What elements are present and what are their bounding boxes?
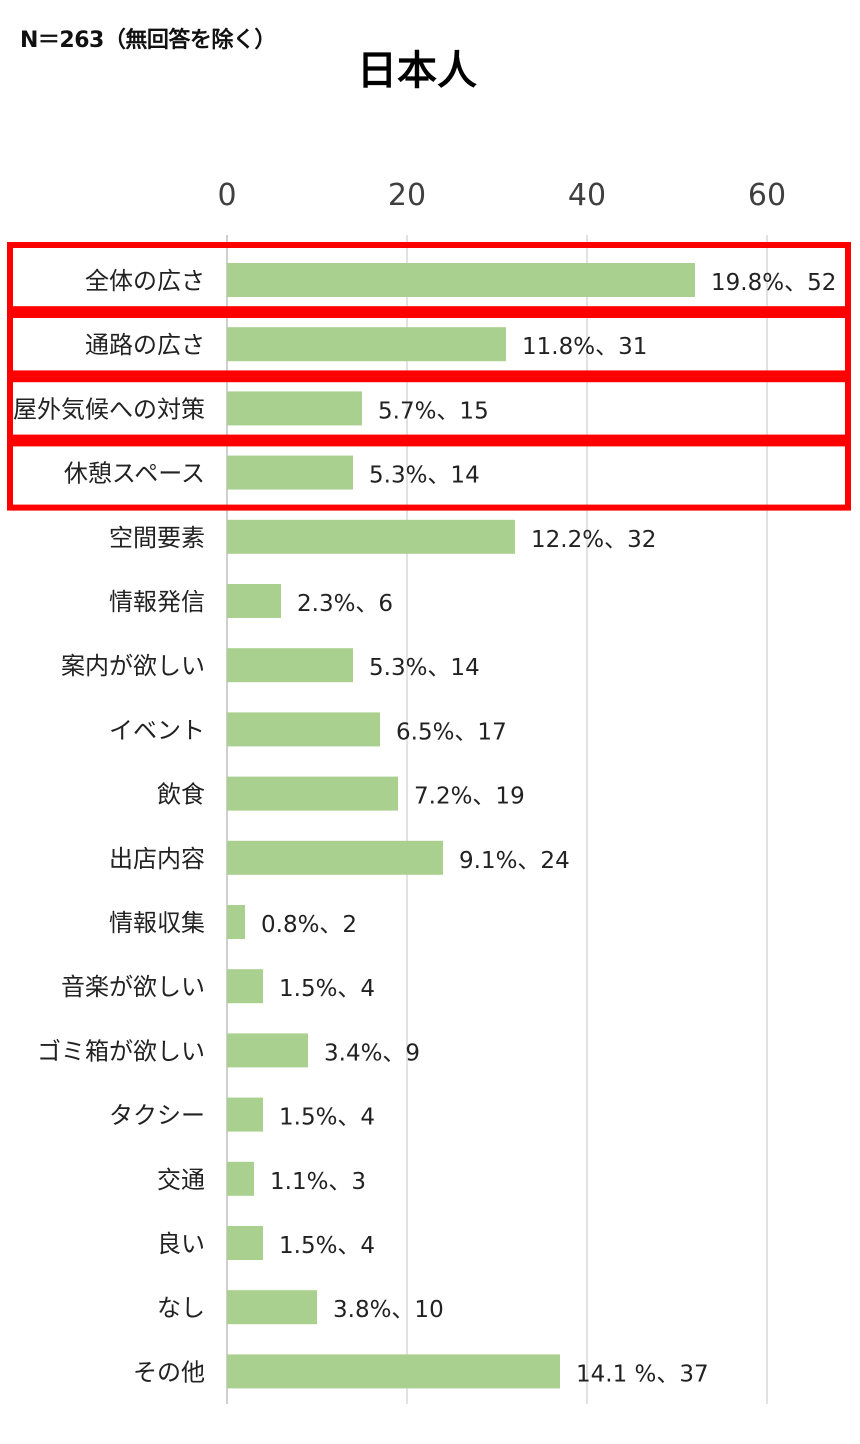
category-label: ゴミ箱が欲しい — [37, 1037, 205, 1065]
data-label: 1.5%、4 — [279, 976, 375, 1002]
category-label: 交通 — [157, 1166, 205, 1194]
category-label: 音楽が欲しい — [61, 973, 205, 1001]
category-label: 情報収集 — [109, 909, 205, 937]
x-tick-label: 60 — [748, 178, 786, 213]
bar — [227, 455, 353, 490]
x-tick-label: 40 — [568, 178, 606, 213]
bar — [227, 1033, 308, 1068]
data-label: 6.5%、17 — [396, 719, 507, 745]
bar — [227, 519, 515, 554]
category-label: 案内が欲しい — [61, 652, 205, 680]
data-label: 3.8%、10 — [333, 1297, 444, 1323]
bar — [227, 327, 506, 362]
data-label: 19.8%、52 — [711, 270, 836, 296]
bar — [227, 1290, 317, 1325]
chart-title: 日本人 — [357, 48, 477, 94]
category-label: 全体の広さ — [85, 267, 205, 295]
data-label: 1.5%、4 — [279, 1233, 375, 1259]
bar — [227, 905, 245, 939]
category-label: イベント — [109, 716, 205, 744]
data-label: 2.3%、6 — [297, 591, 393, 617]
highlight-box — [7, 434, 851, 511]
data-label: 9.1%、24 — [459, 848, 570, 874]
bar — [227, 648, 353, 683]
category-label: タクシー — [109, 1102, 205, 1130]
data-label: 3.4%、9 — [324, 1040, 420, 1066]
bar — [227, 712, 380, 747]
x-tick-label: 20 — [388, 178, 426, 213]
data-label: 12.2%、32 — [531, 527, 656, 553]
category-label: その他 — [133, 1358, 205, 1386]
bar — [227, 1097, 263, 1132]
category-label: 情報発信 — [109, 588, 205, 616]
data-label: 5.3%、14 — [369, 463, 480, 489]
data-label: 11.8%、31 — [522, 334, 647, 360]
bar — [227, 776, 398, 811]
category-label: 通路の広さ — [85, 331, 205, 359]
bar — [227, 263, 695, 297]
highlight-box — [7, 242, 851, 318]
category-label: 飲食 — [157, 781, 205, 809]
data-label: 1.5%、4 — [279, 1105, 375, 1131]
category-label: 良い — [157, 1230, 205, 1258]
category-label: 屋外気候への対策 — [13, 395, 205, 423]
category-label: 休憩スペース — [64, 460, 205, 488]
data-label: 5.7%、15 — [378, 398, 489, 424]
bar — [227, 969, 263, 1004]
category-label: なし — [157, 1294, 205, 1322]
bar — [227, 1354, 560, 1389]
data-label: 7.2%、19 — [414, 784, 525, 810]
bar — [227, 584, 281, 618]
bar — [227, 391, 362, 426]
highlight-box — [7, 370, 851, 447]
bar — [227, 1226, 263, 1260]
x-tick-label: 0 — [217, 178, 236, 213]
highlight-box — [7, 306, 851, 383]
bar — [227, 1161, 254, 1196]
category-label: 出店内容 — [109, 845, 205, 873]
sample-size-note: N＝263（無回答を除く） — [20, 28, 276, 53]
category-label: 空間要素 — [109, 524, 205, 552]
data-label: 14.1 %、37 — [576, 1361, 709, 1387]
data-label: 1.1%、3 — [270, 1169, 366, 1195]
bar — [227, 840, 443, 875]
data-label: 0.8%、2 — [261, 912, 357, 938]
data-label: 5.3%、14 — [369, 655, 480, 681]
